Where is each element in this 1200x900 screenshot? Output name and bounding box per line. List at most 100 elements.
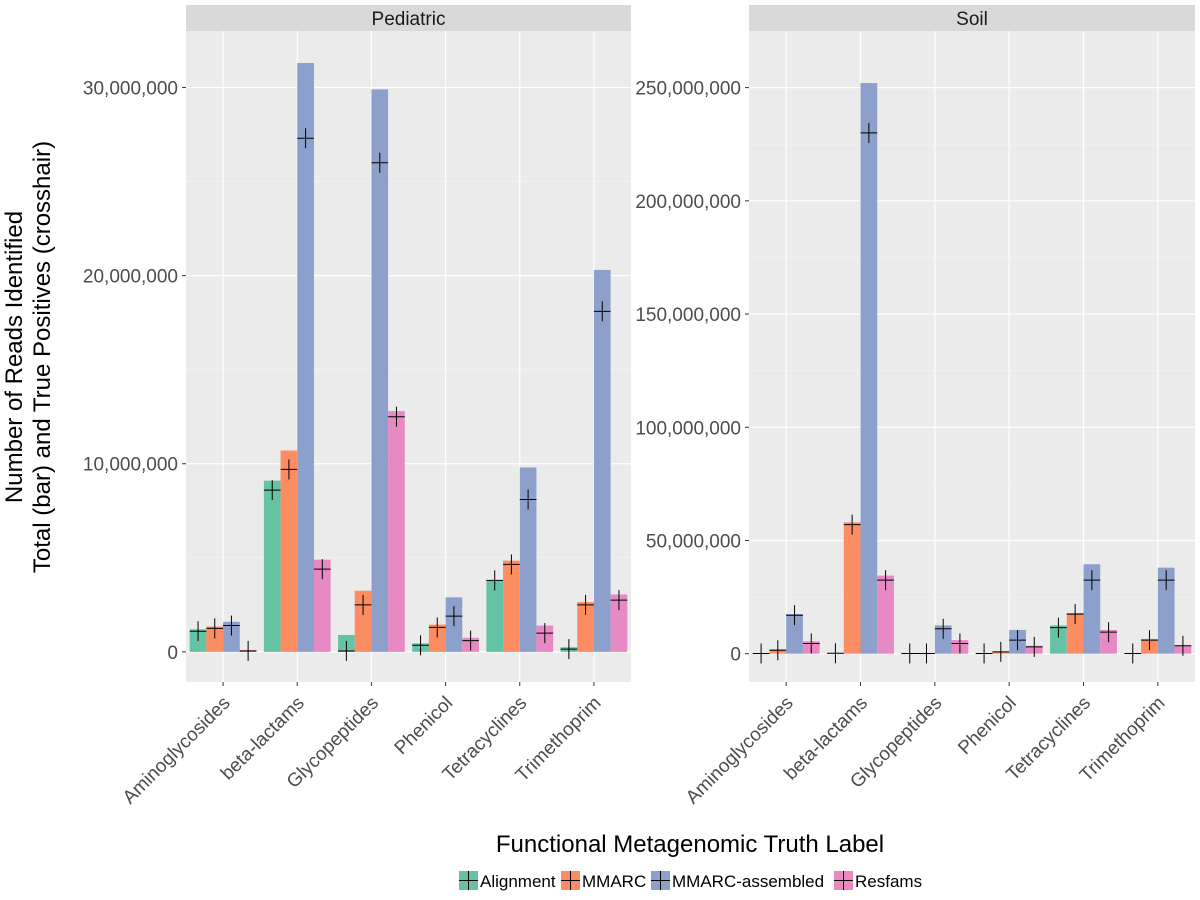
facet-strip <box>186 5 631 31</box>
bar-mmarc-aminoglycosides <box>206 626 224 652</box>
legend-item-mmarc-assembled: MMARC-assembled <box>651 871 824 891</box>
bar-mmarc-assembled-aminoglycosides <box>223 621 240 652</box>
crosshair-mmarc-glycopeptides <box>918 643 935 664</box>
crosshair-resfams-beta-lactams <box>877 570 894 591</box>
crosshair-resfams-phenicol <box>1025 636 1043 657</box>
bar-resfams-glycopeptides <box>388 411 405 652</box>
y-tick-label: 30,000,000 <box>83 78 178 99</box>
panel-pediatric: Pediatric 0 10,000,000 20,000,000 30,000,000… <box>83 5 631 808</box>
crosshair-mmarc-assembled-aminoglycosides <box>223 615 240 636</box>
legend-label: MMARC <box>582 872 646 891</box>
facet-title: Soil <box>956 9 988 30</box>
crosshair-mmarc-aminoglycosides <box>769 640 787 661</box>
crosshair-alignment-phenicol <box>412 635 429 656</box>
bar-mmarc-tetracyclines <box>1066 612 1084 654</box>
crosshair-mmarc-assembled-trimethoprim <box>593 301 611 322</box>
crosshair-mmarc-assembled-phenicol <box>445 606 463 627</box>
y-tick-label: 250,000,000 <box>635 79 741 100</box>
bar-mmarc-phenicol <box>428 624 446 652</box>
y-tick-label: 200,000,000 <box>635 192 741 213</box>
plot-background <box>749 31 1195 682</box>
bar-resfams-trimethoprim <box>610 594 628 652</box>
crosshair-alignment-aminoglycosides <box>189 621 207 642</box>
crosshair-mmarc-phenicol <box>992 641 1010 662</box>
crosshair-resfams-glycopeptides <box>951 633 969 654</box>
crosshair-mmarc-assembled-tetracyclines <box>1083 570 1101 591</box>
chart-panels: Pediatric 0 10,000,000 20,000,000 30,000,000… <box>83 5 1195 808</box>
bar-alignment-tetracyclines <box>1050 625 1067 654</box>
bar-mmarc-beta-lactams <box>843 522 861 654</box>
crosshair-mmarc-assembled-trimethoprim <box>1157 570 1175 591</box>
x-tick-label: Phenicol <box>391 693 457 759</box>
crosshair-mmarc-beta-lactams <box>280 459 298 480</box>
bar-mmarc-assembled-glycopeptides <box>934 625 952 654</box>
crosshair-resfams-aminoglycosides <box>239 640 257 661</box>
facet-strip <box>749 5 1195 31</box>
y-tick-label: 0 <box>730 645 741 666</box>
x-tick-label: Aminoglycosides <box>119 693 235 809</box>
crosshair-mmarc-assembled-tetracyclines <box>519 489 537 510</box>
crosshair-resfams-phenicol <box>462 630 479 651</box>
crosshair-resfams-tetracyclines <box>1100 622 1117 643</box>
y-axis-title-line-2: Total (bar) and True Positives (crosshai… <box>29 141 56 573</box>
legend: Alignment MMARC MMARC-assembled Resfams <box>459 871 922 891</box>
bar-mmarc-assembled-trimethoprim <box>1157 567 1175 654</box>
bar-alignment-beta-lactams <box>263 480 281 652</box>
bar-mmarc-assembled-beta-lactams <box>860 83 878 654</box>
legend-item-resfams: Resfams <box>834 871 922 891</box>
plot-background <box>186 31 631 682</box>
crosshair-mmarc-tetracyclines <box>1066 604 1084 625</box>
crosshair-resfams-trimethoprim <box>1174 635 1192 656</box>
crosshair-mmarc-assembled-beta-lactams <box>860 122 878 143</box>
bar-mmarc-assembled-aminoglycosides <box>786 614 803 654</box>
crosshair-alignment-trimethoprim <box>560 639 578 660</box>
bar-alignment-tetracyclines <box>486 580 504 652</box>
crosshair-mmarc-assembled-aminoglycosides <box>786 605 803 626</box>
crosshair-resfams-beta-lactams <box>313 559 331 580</box>
crosshair-mmarc-assembled-glycopeptides <box>371 152 389 173</box>
crosshair-mmarc-assembled-beta-lactams <box>297 128 314 149</box>
bar-mmarc-assembled-beta-lactams <box>297 62 314 652</box>
bar-mmarc-assembled-tetracyclines <box>519 467 537 652</box>
panel-soil: Soil 0 50,000,000 100,000,000 150,000,000 200… <box>635 5 1195 808</box>
y-tick-label: 100,000,000 <box>635 418 741 439</box>
crosshair-alignment-beta-lactams <box>263 480 281 501</box>
crosshair-alignment-glycopeptides <box>901 643 919 664</box>
bar-resfams-beta-lactams <box>877 575 894 654</box>
bar-mmarc-assembled-trimethoprim <box>593 269 611 652</box>
y-axis-title-line-1: Number of Reads Identified <box>1 211 28 503</box>
bar-resfams-beta-lactams <box>313 559 331 652</box>
bar-mmarc-beta-lactams <box>280 450 298 652</box>
legend-label: MMARC-assembled <box>672 872 824 891</box>
y-tick-label: 20,000,000 <box>83 267 178 288</box>
crosshair-mmarc-trimethoprim <box>1141 630 1158 651</box>
y-tick-label: 150,000,000 <box>635 305 741 326</box>
crosshair-mmarc-glycopeptides <box>354 594 372 615</box>
crosshair-resfams-glycopeptides <box>388 406 405 427</box>
crosshair-resfams-trimethoprim <box>610 590 628 611</box>
crosshair-mmarc-aminoglycosides <box>206 618 224 639</box>
x-axis-title: Functional Metagenomic Truth Label <box>496 831 884 858</box>
crosshair-mmarc-assembled-phenicol <box>1009 630 1026 651</box>
crosshair-alignment-phenicol <box>975 643 993 664</box>
crosshair-mmarc-trimethoprim <box>577 594 594 615</box>
crosshair-alignment-beta-lactams <box>827 643 844 664</box>
legend-item-mmarc: MMARC <box>561 871 646 891</box>
crosshair-alignment-tetracyclines <box>1050 617 1067 638</box>
x-tick-label: Phenicol <box>954 693 1020 759</box>
bar-mmarc-tetracyclines <box>503 560 520 652</box>
crosshair-resfams-aminoglycosides <box>802 633 820 654</box>
y-tick-label: 0 <box>167 643 178 664</box>
legend-item-alignment: Alignment <box>459 871 556 891</box>
crosshair-alignment-tetracyclines <box>486 570 504 591</box>
legend-label: Resfams <box>855 872 922 891</box>
crosshair-mmarc-tetracyclines <box>503 554 520 575</box>
crosshair-mmarc-phenicol <box>428 617 446 638</box>
crosshair-mmarc-assembled-glycopeptides <box>934 618 952 639</box>
crosshair-mmarc-beta-lactams <box>843 514 861 535</box>
x-tick-label: Aminoglycosides <box>682 693 798 809</box>
bar-mmarc-trimethoprim <box>577 602 594 652</box>
y-tick-label: 50,000,000 <box>646 531 741 552</box>
facet-title: Pediatric <box>372 9 446 30</box>
